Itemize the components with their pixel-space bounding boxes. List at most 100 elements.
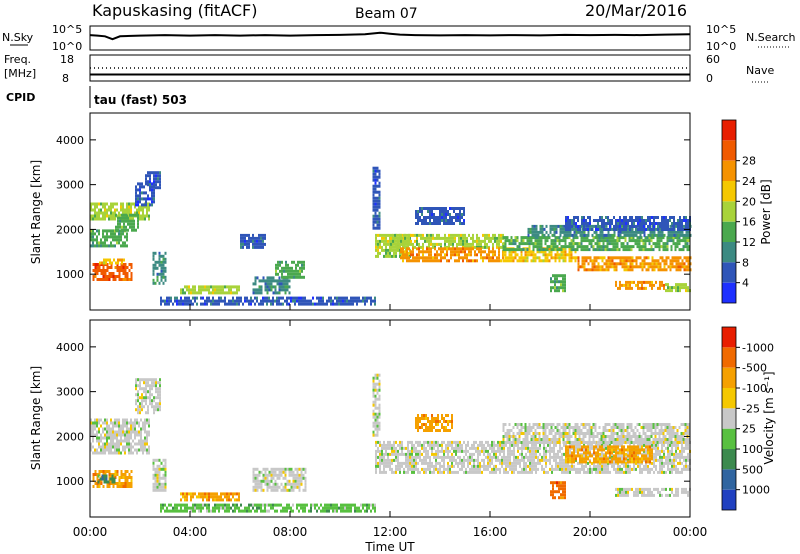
ytick-label-2: 3000 — [56, 179, 84, 192]
colorbar-tick-label-2: 100 — [742, 443, 763, 456]
freq-label: Freq. — [4, 53, 31, 66]
velocity-yaxis: 1000 2000 3000 4000 — [56, 341, 690, 488]
colorbar-swatch-7 — [722, 347, 736, 368]
power-colorbar: 4 8 12 16 20 24 28 — [721, 119, 756, 304]
echo-region-4 — [152, 458, 167, 492]
echo-region-12 — [615, 487, 691, 497]
nsky-tick-low: 10^0 — [52, 40, 82, 53]
echo-region-7 — [152, 251, 167, 285]
colorbar-frame — [721, 119, 737, 304]
echo-region-3 — [135, 182, 155, 207]
power-panel-frame — [89, 112, 691, 311]
colorbar-tick-label-0: 1000 — [742, 484, 770, 497]
freq-tick-low: 8 — [62, 72, 69, 85]
echo-region-11 — [160, 296, 376, 306]
colorbar-swatch-0 — [722, 489, 736, 510]
nsearch-tick-low: 10^0 — [706, 40, 736, 53]
echo-region-6 — [252, 467, 307, 492]
ytick-label-1: 2000 — [56, 430, 84, 443]
colorbar-swatch-2 — [722, 449, 736, 470]
colorbar-tick-label-6: 28 — [742, 155, 756, 168]
echo-region-14 — [372, 373, 381, 437]
ytick-label-1: 2000 — [56, 223, 84, 236]
colorbar-swatch-8 — [722, 327, 736, 348]
colorbar-swatch-1 — [722, 262, 736, 283]
colorbar-frame — [721, 326, 737, 511]
nsky-tick-high: 10^5 — [52, 23, 82, 36]
colorbar-tick-label-7: -1000 — [742, 341, 774, 354]
power-yaxis: 1000 2000 3000 4000 — [56, 134, 690, 281]
echo-region-4 — [145, 171, 161, 190]
echo-region-1 — [135, 378, 161, 415]
velocity-colorbar-label: Velocity [m s⁻¹] — [762, 371, 776, 464]
echo-region-2 — [115, 213, 139, 232]
colorbar-swatch-6 — [722, 160, 736, 181]
colorbar-swatch-4 — [722, 201, 736, 222]
nsearch-tick-high: 10^5 — [706, 23, 736, 36]
colorbar-tick-label-4: 20 — [742, 195, 756, 208]
colorbar-tick-label-6: -500 — [742, 362, 767, 375]
freq-tick-high: 18 — [60, 53, 74, 66]
xtick-label-5: 20:00 — [573, 525, 608, 539]
colorbar-tick-label-1: 500 — [742, 463, 763, 476]
date-title: 20/Mar/2016 — [585, 1, 687, 20]
xtick-label-4: 16:00 — [473, 525, 508, 539]
echo-region-6 — [99, 258, 125, 265]
colorbar-swatch-6 — [722, 367, 736, 388]
echo-region-7 — [160, 503, 376, 513]
colorbar-swatch-5 — [722, 388, 736, 409]
power-heatmap — [90, 166, 692, 306]
power-colorbar-label: Power [dB] — [759, 179, 773, 244]
velocity-ylabel: Slant Range [km] — [29, 366, 43, 470]
ytick-label-3: 4000 — [56, 341, 84, 354]
echo-region-25 — [372, 166, 381, 230]
nsearch-label: N.Search — [746, 31, 796, 44]
nsky-trace — [89, 31, 691, 41]
nave-label: Nave — [746, 64, 774, 77]
echo-region-20 — [577, 256, 692, 272]
xtick-label-6: 00:00 — [673, 525, 708, 539]
cpid-label: CPID — [6, 91, 35, 104]
colorbar-swatch-5 — [722, 181, 736, 202]
freq-unit: [MHz] — [4, 67, 36, 80]
echo-region-10 — [275, 260, 305, 279]
beam-title: Beam 07 — [355, 6, 418, 22]
echo-region-8 — [180, 285, 240, 295]
echo-region-24 — [415, 207, 465, 225]
xtick-label-1: 04:00 — [173, 525, 208, 539]
echo-region-10 — [565, 445, 653, 464]
colorbar-tick-label-3: 16 — [742, 216, 756, 229]
echo-region-11 — [550, 481, 566, 500]
echo-region-3 — [97, 474, 116, 484]
echo-region-9 — [502, 423, 691, 444]
echo-region-22 — [615, 280, 665, 290]
echo-region-15 — [400, 247, 504, 263]
colorbar-swatch-3 — [722, 428, 736, 449]
nave-tick-low: 0 — [706, 72, 713, 85]
velocity-heatmap — [90, 373, 691, 513]
colorbar-tick-label-0: 4 — [742, 277, 749, 290]
xtick-label-2: 08:00 — [273, 525, 308, 539]
ytick-label-3: 4000 — [56, 134, 84, 147]
colorbar-tick-label-1: 8 — [742, 256, 749, 269]
echo-region-9 — [252, 276, 291, 295]
echo-region-0 — [90, 418, 150, 455]
xtick-label-3: 12:00 — [373, 525, 408, 539]
nave-tick-high: 60 — [706, 53, 720, 66]
colorbar-swatch-3 — [722, 221, 736, 242]
xtick-label-0: 00:00 — [73, 525, 108, 539]
nsky-label: N.Sky — [2, 31, 34, 44]
colorbar-swatch-0 — [722, 282, 736, 303]
echo-region-12 — [240, 233, 266, 249]
echo-region-5 — [92, 263, 133, 281]
velocity-colorbar: 1000 500 100 25 -25 -100 -500 -1000 — [721, 326, 774, 511]
colorbar-swatch-8 — [722, 120, 736, 141]
colorbar-swatch-7 — [722, 140, 736, 161]
station-title: Kapuskasing (fitACF) — [92, 1, 257, 20]
cpid-value: tau (fast) 503 — [94, 93, 187, 107]
echo-region-23 — [665, 283, 691, 293]
echo-region-1 — [90, 229, 128, 248]
colorbar-tick-label-2: 12 — [742, 236, 756, 249]
ytick-label-2: 3000 — [56, 386, 84, 399]
